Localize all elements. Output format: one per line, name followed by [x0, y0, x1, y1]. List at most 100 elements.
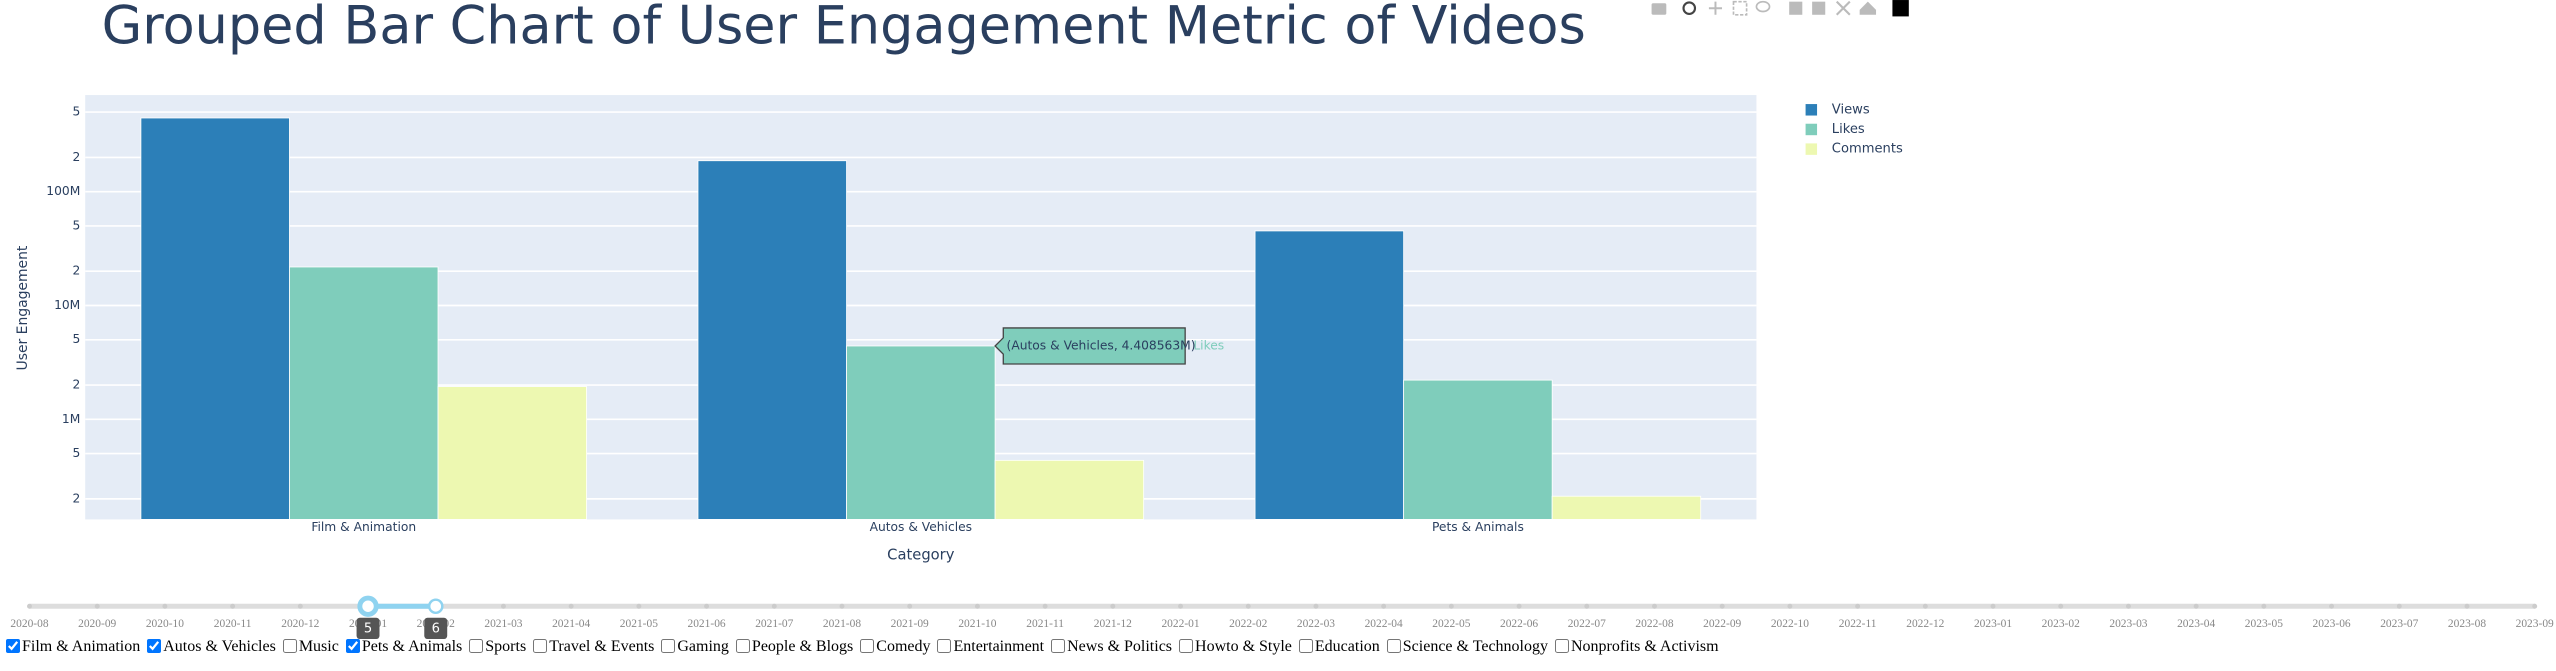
filter-label: Film & Animation: [22, 638, 141, 655]
slider-step: [230, 603, 236, 609]
slider-badge: [356, 617, 380, 640]
filter-option[interactable]: Nonprofits & Activism: [1551, 638, 1719, 655]
filter-checkbox[interactable]: [661, 639, 676, 653]
y-tick-label: 10M: [54, 298, 80, 312]
filter-option[interactable]: Music: [279, 638, 339, 655]
slider-step-label: 2021-05: [620, 618, 658, 630]
slider-handle[interactable]: [427, 598, 444, 615]
lasso-button[interactable]: [1755, 0, 1771, 13]
y-tick-label: 5: [72, 446, 80, 460]
filter-option[interactable]: Pets & Animals: [342, 638, 462, 655]
filter-checkbox[interactable]: [1386, 639, 1401, 653]
bar: [1551, 495, 1702, 520]
slider-step: [2464, 603, 2470, 609]
filter-checkbox[interactable]: [1179, 639, 1194, 653]
slider-step: [2261, 603, 2267, 609]
box-select-button[interactable]: [1732, 0, 1748, 16]
autoscale-button[interactable]: [1835, 0, 1851, 16]
filter-option[interactable]: Entertainment: [933, 638, 1044, 655]
bar: [846, 345, 996, 520]
filter-label: Sports: [485, 638, 527, 655]
camera-button[interactable]: [1651, 3, 1667, 15]
filter-option[interactable]: News & Politics: [1047, 638, 1172, 655]
filter-option[interactable]: Travel & Events: [529, 638, 654, 655]
filter-option[interactable]: Sports: [465, 638, 526, 655]
legend-swatch: [1805, 123, 1818, 136]
slider-step-label: 2021-04: [552, 618, 590, 630]
slider-step-label: 2021-12: [1094, 618, 1132, 630]
filter-label: Nonprofits & Activism: [1571, 638, 1719, 655]
slider-step: [1855, 603, 1861, 609]
slider-badge: [424, 617, 448, 640]
slider-step: [1584, 603, 1590, 609]
pan-button[interactable]: [1708, 1, 1723, 15]
slider-step-label: 2023-07: [2380, 618, 2418, 630]
slider-step-label: 2022-10: [1771, 618, 1809, 630]
slider-step-label: 2020-12: [281, 618, 319, 630]
filter-label: News & Politics: [1067, 638, 1173, 655]
slider-step: [839, 603, 845, 609]
filter-checkbox[interactable]: [735, 639, 750, 653]
legend-swatch: [1805, 143, 1818, 155]
zoom-out-button[interactable]: [1812, 1, 1826, 15]
filter-checkbox[interactable]: [345, 639, 360, 653]
filter-option[interactable]: Howto & Style: [1175, 638, 1292, 655]
filter-checkbox[interactable]: [6, 639, 20, 653]
slider-step: [1922, 603, 1928, 609]
slider-step-label: 2022-11: [1839, 618, 1877, 630]
slider-step-label: 2020-10: [146, 618, 184, 630]
slider-step: [1787, 603, 1793, 609]
filter-option[interactable]: Film & Animation: [2, 638, 140, 655]
slider-step-label: 2021-07: [755, 618, 793, 630]
slider-step: [2193, 603, 2199, 609]
filter-label: Education: [1314, 638, 1380, 655]
filter-checkbox[interactable]: [533, 639, 548, 653]
slider-step-label: 2023-03: [2109, 618, 2147, 630]
bar: [437, 386, 587, 520]
y-tick-label: 5: [72, 105, 80, 119]
slider-step-label: 2022-12: [1906, 618, 1944, 630]
filter-checkbox[interactable]: [1051, 639, 1066, 653]
filter-option[interactable]: Science & Technology: [1383, 638, 1548, 655]
modebar: [1651, 0, 1909, 17]
zoom-button[interactable]: [1682, 1, 1697, 16]
filter-checkbox[interactable]: [147, 639, 162, 653]
filter-option[interactable]: Autos & Vehicles: [143, 638, 276, 655]
slider-step-label: 2022-02: [1229, 618, 1267, 630]
y-tick-label: 1M: [62, 412, 80, 426]
slider-step: [1448, 603, 1454, 609]
filter-option[interactable]: Comedy: [856, 638, 930, 655]
y-tick-label: 5: [72, 332, 80, 346]
filter-checkbox[interactable]: [860, 639, 875, 653]
filter-checkbox[interactable]: [469, 639, 484, 653]
reset-button[interactable]: [1859, 1, 1877, 15]
filter-checkbox[interactable]: [282, 639, 297, 653]
filter-checkbox[interactable]: [937, 639, 952, 653]
filter-checkbox[interactable]: [1298, 639, 1313, 653]
slider-step: [974, 603, 980, 609]
hover-text: (Autos & Vehicles, 4.408563M): [1007, 338, 1196, 352]
slider-step-label: 2021-10: [958, 618, 996, 630]
filter-option[interactable]: Education: [1295, 638, 1380, 655]
filter-option[interactable]: People & Blogs: [732, 638, 853, 655]
filter-option[interactable]: Gaming: [657, 638, 729, 655]
slider-step-label: 2022-05: [1432, 618, 1470, 630]
filter-label: Comedy: [876, 638, 931, 655]
slider-handle[interactable]: [357, 595, 379, 617]
filter-checkbox[interactable]: [1555, 639, 1569, 653]
slider-step-label: 2022-03: [1297, 618, 1335, 630]
bar: [1403, 379, 1553, 520]
filter-label: Autos & Vehicles: [163, 638, 276, 655]
slider-badge-label: 6: [432, 622, 440, 637]
bar: [1254, 230, 1405, 520]
slider-step: [1719, 603, 1725, 609]
y-tick-label: 2: [72, 264, 80, 278]
zoom-in-button[interactable]: [1789, 1, 1803, 15]
y-tick-label: 100M: [46, 184, 80, 198]
slider-step: [1381, 603, 1387, 609]
slider-step-label: 2023-01: [1974, 618, 2012, 630]
plotly-logo[interactable]: [1892, 0, 1909, 17]
bar: [697, 160, 847, 520]
bar: [140, 117, 290, 520]
